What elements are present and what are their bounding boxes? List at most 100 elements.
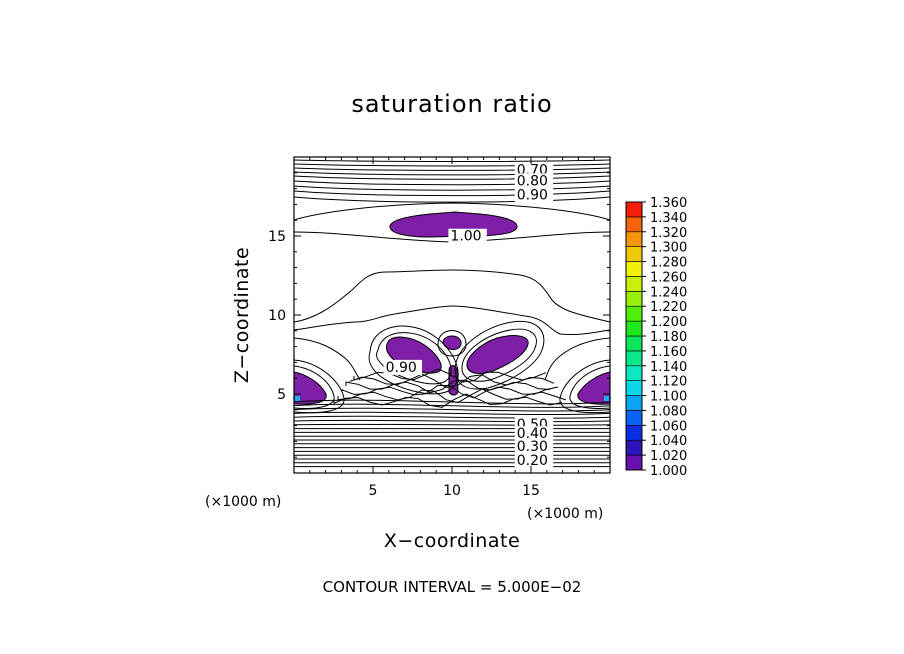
colorbar-level-label: 1.140 [650,360,687,375]
upper-contour [293,175,611,180]
left-lobe-contour [368,325,459,395]
left-lobe-contour [376,332,452,385]
wavy-contour [345,379,551,394]
contour-label-bg [448,228,487,244]
colorbar: 1.0001.0201.0401.0601.0801.1001.1201.140… [625,196,687,479]
colorbar-level-label: 1.020 [650,449,687,464]
mid-contour [293,337,361,381]
colorbar-swatch [625,216,643,233]
axis-ticks: 5 10 15 5 10 15 [268,157,610,499]
mid-contour [544,337,611,381]
colorbar-level-label: 1.080 [650,404,687,419]
lower-contour [293,423,611,426]
contour-label: 0.20 [517,453,548,469]
colorbar-swatch [625,276,643,292]
colorbar-level-label: 1.240 [650,285,687,300]
colorbar-level-label: 1.280 [650,256,687,271]
chart-title: saturation ratio [351,90,552,118]
upper-arch-contour [293,202,611,221]
colorbar-swatch [625,335,643,352]
contour-lines [293,159,611,468]
colorbar-level-label: 1.160 [650,345,687,360]
contour-label: 1.00 [450,229,481,245]
colorbar-level-label: 1.100 [650,390,687,405]
colorbar-level-label: 1.180 [650,330,687,345]
colorbar-swatch [625,305,643,322]
lower-contour [293,419,611,423]
contour-labels: 0.700.800.901.000.900.500.400.300.20 [383,162,554,469]
colorbar-swatch [625,291,643,307]
z-unit-label: (×1000 m) [205,494,281,510]
colorbar-swatch [625,320,643,337]
colorbar-swatch [625,231,643,247]
colorbar-swatch [625,350,643,367]
lower-contour [293,411,611,416]
right-edge-cyan-patch [604,396,609,401]
colorbar-swatch [625,261,643,277]
right-edge-region [577,371,611,405]
x-tick-label: 5 [369,483,378,499]
lower-contour [293,407,611,412]
contour-label-bg [514,173,554,189]
contour-label-bg [514,438,554,454]
right-edge-contour [569,365,611,409]
colorbar-level-label: 1.000 [650,464,687,479]
colorbar-level-label: 1.200 [650,315,687,330]
supersaturation-regions [293,211,611,405]
right-lobe-contour [461,328,537,382]
x-tick-label: 15 [522,483,540,499]
z-axis-label: Z−coordinate [231,247,253,383]
contour-label: 0.90 [386,360,417,376]
upper-contour [293,167,611,171]
contour-interval-note: CONTOUR INTERVAL = 5.000E−02 [323,578,582,596]
lower-contour [293,399,611,405]
contour-label-bg [514,426,554,442]
colorbar-level-label: 1.300 [650,241,687,256]
plot-area: 0.700.800.901.000.900.500.400.300.20 5 10… [268,156,611,499]
contour-label-bg [514,187,554,203]
central-saturation-blob [442,335,462,350]
colorbar-swatch [625,410,643,426]
wavy-contour [349,373,555,389]
colorbar-swatch [625,246,643,262]
colorbar-level-label: 1.320 [650,226,687,241]
colorbar-swatch [625,365,643,381]
colorbar-level-label: 1.260 [650,270,687,285]
colorbar-level-label: 1.120 [650,375,687,390]
left-edge-cyan-patch [295,396,300,401]
right-edge-contour [559,359,611,414]
right-lobe-contour [454,320,545,390]
z-tick-label: 15 [268,229,286,245]
mid-contour [293,305,611,335]
upper-contour [293,190,611,197]
colorbar-level-label: 1.220 [650,300,687,315]
upper-contour [293,163,611,167]
colorbar-level-label: 1.040 [650,434,687,449]
left-lobe-region [385,336,442,374]
colorbar-level-label: 1.360 [650,196,687,211]
colorbar-level-label: 1.340 [650,211,687,226]
contour-label-bg [514,453,554,469]
upper-contour [293,185,611,191]
contour-label-bg [383,359,423,375]
colorbar-swatch [625,380,643,396]
contour-label: 0.80 [517,173,548,189]
colorbar-swatch [625,454,643,471]
wavy-contour [337,388,567,404]
right-lobe-region [466,335,529,374]
upper-contour [293,171,611,176]
lower-contour [293,415,611,419]
colorbar-swatch [625,439,643,456]
z-tick-label: 5 [277,387,286,403]
wavy-contour [333,393,563,408]
mid-contour [293,269,611,323]
upper-contour [293,196,611,203]
x-tick-label: 10 [443,483,461,499]
contour-label: 0.40 [517,426,548,442]
contour-label: 0.90 [517,188,548,204]
colorbar-swatch [625,201,643,218]
z-tick-label: 10 [268,308,286,324]
x-unit-label: (×1000 m) [527,506,603,522]
center-loop-contour [437,330,467,357]
